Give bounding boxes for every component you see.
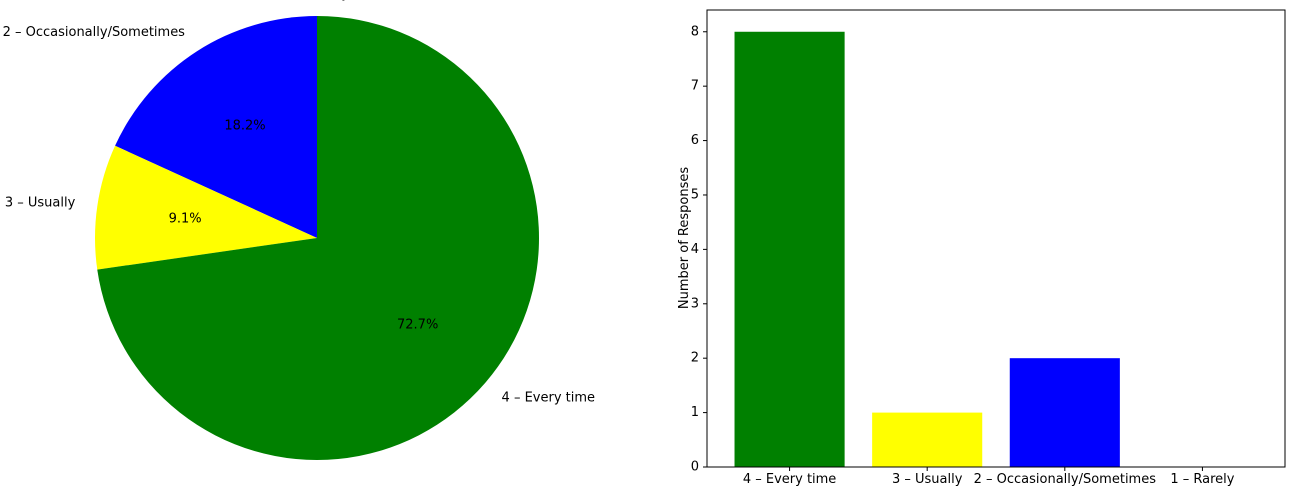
x-tick-label: 3 – Usually [892, 472, 963, 487]
pie-category-label: 2 – Occasionally/Sometimes [3, 25, 186, 40]
y-tick-label: 4 [691, 242, 699, 257]
x-tick-label: 4 – Every time [743, 472, 836, 487]
y-tick-label: 5 [691, 187, 699, 202]
bar-plot-frame [706, 9, 1286, 468]
bar-3-usually [872, 412, 983, 467]
y-tick-label: 3 [691, 296, 699, 311]
y-tick-label: 7 [691, 79, 699, 94]
pie-slice-3-usually [95, 145, 317, 270]
y-tick-label: 6 [691, 133, 699, 148]
pie-slice-4-every-time [97, 16, 539, 460]
bar-4-every-time [734, 31, 845, 468]
x-tick-label: 1 – Rarely [1170, 472, 1234, 487]
pie-category-label: 4 – Every time [502, 390, 595, 405]
y-tick-label: 0 [691, 460, 699, 475]
pie-slice-2-occasionally-sometimes [115, 16, 317, 238]
bar-chart: Number of Responses 4 – Every time 3 – Us… [677, 9, 1286, 487]
bar-2-occasionally-sometimes [1009, 358, 1120, 467]
pie-percent-label: 9.1% [169, 212, 202, 227]
y-tick-label: 1 [691, 405, 699, 420]
pie-percent-label: 18.2% [224, 118, 265, 133]
y-tick-label: 2 [691, 351, 699, 366]
y-axis-label: Number of Responses [677, 167, 692, 309]
pie-category-label: 3 – Usually [5, 196, 76, 211]
y-tick-label: 8 [691, 24, 699, 39]
x-tick-label: 2 – Occasionally/Sometimes [974, 472, 1157, 487]
pie-category-label: 1 – Rarely [285, 0, 349, 1]
pie-percent-label: 72.7% [397, 318, 438, 333]
